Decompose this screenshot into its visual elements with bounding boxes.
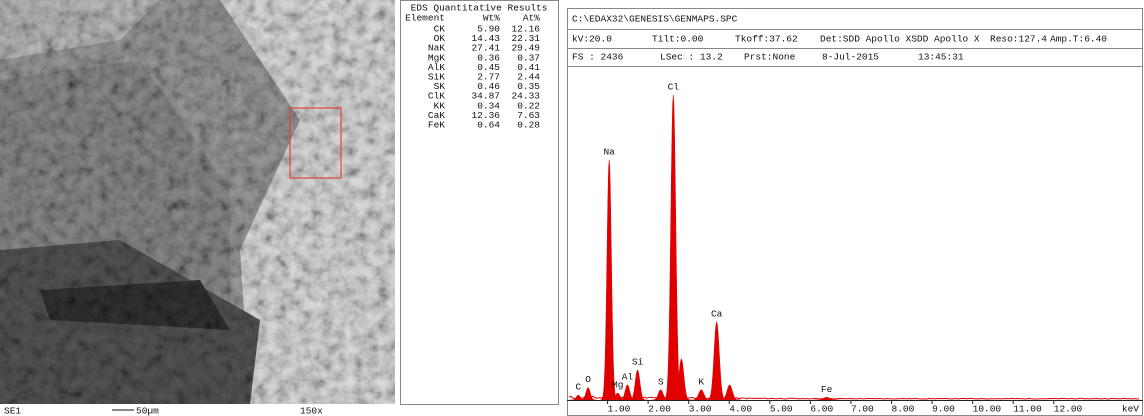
column-header: Wt% (483, 13, 500, 24)
table-cell: 12.16 (511, 24, 540, 35)
table-cell: 0.37 (517, 52, 540, 63)
x-tick-label: 4.00 (729, 404, 752, 415)
peak (628, 369, 647, 401)
file-path: C:\EDAX32\GENESIS\GENMAPS.SPC (572, 14, 738, 25)
table-cell: CaK (428, 110, 445, 121)
table-cell: 12.36 (471, 110, 500, 121)
table-cell: 34.87 (471, 91, 500, 102)
table-cell: 0.46 (477, 81, 500, 92)
table-cell: 0.28 (517, 120, 540, 131)
table-cell: AlK (428, 62, 445, 73)
table-cell: 2.44 (517, 72, 540, 83)
table-cell: 24.33 (511, 91, 540, 102)
peak-label: Al (622, 372, 634, 383)
x-tick-label: 12.00 (1054, 404, 1083, 415)
peak-label: Ca (711, 309, 723, 320)
x-tick-label: 5.00 (770, 404, 793, 415)
header-field: LSec : 13.2 (660, 52, 723, 63)
sem-magnification: 150x (300, 406, 323, 416)
sem-label: SE1 (4, 406, 21, 416)
x-tick-label: 3.00 (689, 404, 712, 415)
table-cell: OK (434, 33, 446, 44)
header-field: Tilt:0.00 (652, 34, 704, 45)
table-title: EDS Quantitative Results (411, 3, 548, 14)
x-tick-label: 7.00 (851, 404, 874, 415)
table-cell: 14.43 (471, 33, 500, 44)
table-cell: 0.34 (477, 100, 500, 111)
peak (579, 387, 597, 401)
x-tick-label: 9.00 (932, 404, 955, 415)
table-cell: KK (434, 100, 446, 111)
header-field: 8-Jul-2015 (822, 52, 879, 63)
peak-label: Na (603, 147, 615, 158)
table-cell: 0.64 (477, 120, 500, 131)
x-tick-label: 11.00 (1013, 404, 1042, 415)
table-cell: 0.41 (517, 62, 540, 73)
table-cell: 27.41 (471, 43, 500, 54)
peak-label: Mg (612, 380, 623, 391)
peak-label: K (698, 376, 704, 387)
header-field: Amp.T:6.40 (1050, 34, 1107, 45)
table-cell: 22.31 (511, 33, 540, 44)
table-cell: 5.90 (477, 24, 500, 35)
table-cell: CK (434, 24, 446, 35)
table-cell: SK (434, 81, 446, 92)
table-cell: 7.63 (517, 110, 540, 121)
peak-label: Si (632, 357, 644, 368)
peak-label: Cl (668, 82, 680, 93)
table-cell: 0.22 (517, 100, 540, 111)
spectrum-panel (567, 8, 1143, 416)
x-axis-label: keV (1122, 404, 1139, 415)
x-tick-label: 1.00 (608, 404, 631, 415)
header-field: Prst:None (744, 52, 796, 63)
header-field: Tkoff:37.62 (735, 34, 798, 45)
table-cell: SiK (428, 72, 445, 83)
header-field: Reso:127.4 (990, 34, 1047, 45)
selection-box (289, 107, 342, 179)
table-cell: FeK (428, 120, 445, 131)
x-tick-label: 10.00 (973, 404, 1002, 415)
column-header: Element (405, 13, 445, 24)
header-field: FS : 2436 (572, 52, 624, 63)
x-tick-label: 2.00 (648, 404, 671, 415)
peak (671, 358, 692, 401)
table-cell: ClK (428, 91, 445, 102)
peak-label: O (585, 374, 591, 385)
table-cell: MgK (428, 52, 445, 63)
peak (718, 384, 741, 401)
x-tick-label: 8.00 (892, 404, 915, 415)
table-cell: 0.35 (517, 81, 540, 92)
x-tick-label: 6.00 (810, 404, 833, 415)
peak-label: C (576, 382, 582, 393)
sem-image (0, 0, 395, 404)
results-table: Element Wt% At% CK 5.90 12.16 OK 14.43 22.31 NaK 2… (405, 13, 540, 131)
table-cell: 0.36 (477, 52, 500, 63)
sem-scale: 50µm (136, 406, 159, 416)
table-cell: 29.49 (511, 43, 540, 54)
table-cell: 2.77 (477, 72, 500, 83)
column-header: At% (523, 13, 540, 24)
header-field: Det:SDD Apollo XSDD Apollo X (820, 34, 980, 45)
peak (814, 396, 839, 401)
peak-label: Fe (821, 384, 833, 395)
table-panel (400, 0, 559, 405)
table-cell: 0.45 (477, 62, 500, 73)
peak-label: S (658, 376, 664, 387)
table-cell: NaK (428, 43, 445, 54)
header-field: kV:20.0 (572, 34, 612, 45)
header-field: 13:45:31 (918, 52, 964, 63)
